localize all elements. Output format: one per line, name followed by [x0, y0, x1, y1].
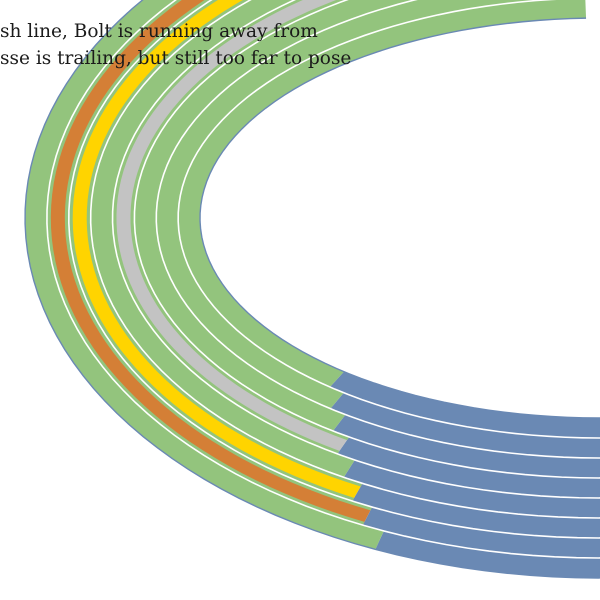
- straight-lane-1: [329, 371, 600, 438]
- article-caption: sh line, Bolt is running away from sse i…: [0, 18, 600, 72]
- curve-lane-8: [178, 0, 587, 388]
- straight-lane-5: [343, 460, 600, 518]
- straight-lane-3: [332, 414, 600, 478]
- curve-lane-4: [90, 0, 355, 478]
- lane-edge-inner-2: [64, 0, 373, 511]
- straight-lane-2: [330, 392, 600, 458]
- lane-line-4: [111, 0, 600, 499]
- straight-lane-6: [352, 483, 600, 538]
- lane-line-7: [46, 0, 600, 559]
- lane-line-2: [155, 0, 600, 459]
- caption-line-1: sh line, Bolt is running away from: [0, 21, 318, 42]
- caption-line-2: sse is trailing, but still too far to po…: [0, 48, 352, 69]
- curve-lane-6: [134, 0, 415, 431]
- lane-line-5: [89, 0, 600, 519]
- lane-line-1: [177, 0, 600, 439]
- track-inner-edge: [199, 17, 600, 419]
- track-outer-edge: [24, 0, 600, 579]
- lane-line-3: [133, 0, 600, 479]
- lane-edge-outer-3: [68, 0, 355, 502]
- lane-line-6: [68, 0, 600, 539]
- straight-lane-8: [375, 530, 600, 578]
